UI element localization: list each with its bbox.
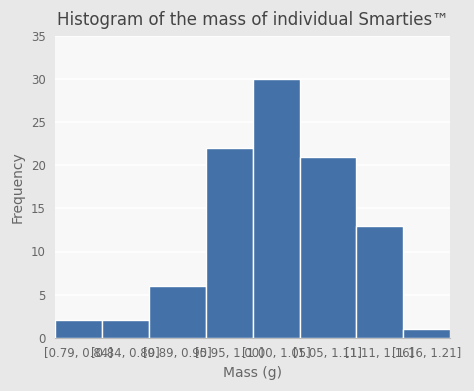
- Bar: [102, 320, 149, 337]
- Y-axis label: Frequency: Frequency: [11, 151, 25, 223]
- Bar: [356, 226, 403, 337]
- Bar: [149, 286, 206, 337]
- X-axis label: Mass (g): Mass (g): [223, 366, 282, 380]
- Bar: [253, 79, 300, 337]
- Bar: [55, 320, 102, 337]
- Bar: [206, 148, 253, 337]
- Bar: [300, 157, 356, 337]
- Title: Histogram of the mass of individual Smarties™: Histogram of the mass of individual Smar…: [57, 11, 448, 29]
- Bar: [403, 329, 450, 337]
